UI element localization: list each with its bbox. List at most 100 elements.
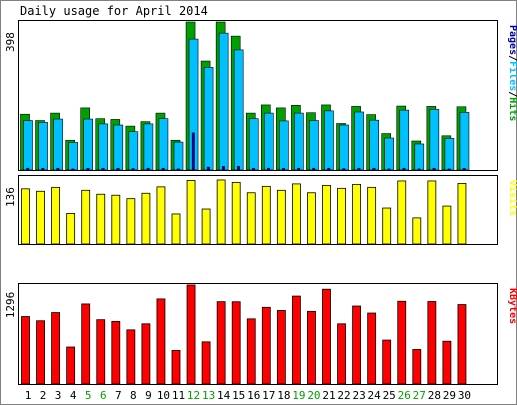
- day-label-7: 7: [115, 389, 122, 402]
- bar-pages-day-21: [327, 167, 331, 171]
- bar-visits-day-20: [307, 192, 316, 245]
- bar-visits-day-4: [66, 213, 76, 245]
- bar-pages-day-27: [417, 168, 421, 171]
- bar-kbytes-day-14: [216, 301, 226, 385]
- bar-kbytes-day-26: [397, 300, 407, 385]
- day-label-29: 29: [443, 389, 456, 402]
- bar-files-day-7: [113, 124, 124, 171]
- day-label-5: 5: [85, 389, 92, 402]
- bar-kbytes-day-23: [352, 305, 362, 385]
- bar-pages-day-11: [176, 168, 180, 171]
- day-label-11: 11: [172, 389, 185, 402]
- bar-files-day-18: [279, 120, 289, 171]
- day-label-8: 8: [130, 389, 137, 402]
- bar-files-day-25: [384, 137, 395, 171]
- day-axis-labels: 1 2 3 4 5 6 7 8 9 10 11 12 13 14 15 16 17 18 19 20 21 22 23 24 2…: [25, 389, 471, 402]
- legend: Pages/Files/Hits: [507, 25, 517, 121]
- bar-pages-day-18: [282, 167, 286, 171]
- bar-files-day-14: [218, 32, 229, 171]
- bar-pages-day-7: [116, 167, 120, 171]
- bar-pages-day-3: [56, 167, 60, 171]
- bar-files-day-21: [324, 110, 334, 171]
- bar-pages-day-29: [447, 168, 451, 171]
- bar-visits-day-19: [291, 183, 301, 245]
- bar-visits-day-16: [246, 192, 256, 245]
- bar-kbytes-day-11: [171, 349, 181, 385]
- bar-visits-day-8: [126, 198, 136, 245]
- bar-files-day-19: [294, 112, 304, 171]
- day-label-17: 17: [262, 389, 275, 402]
- bar-kbytes-day-24: [367, 312, 377, 385]
- bar-kbytes-day-2: [36, 320, 45, 385]
- day-label-22: 22: [337, 389, 350, 402]
- bar-visits-day-23: [352, 183, 362, 245]
- day-label-26: 26: [398, 389, 411, 402]
- day-label-14: 14: [217, 389, 231, 402]
- day-label-13: 13: [202, 389, 215, 402]
- bar-pages-day-9: [146, 167, 150, 171]
- day-label-21: 21: [322, 389, 335, 402]
- bar-visits-day-12: [186, 180, 196, 245]
- bar-pages-day-23: [357, 167, 361, 171]
- bar-kbytes-day-6: [96, 319, 106, 385]
- day-label-30: 30: [458, 389, 471, 402]
- bar-files-day-1: [23, 120, 33, 171]
- bar-visits-day-2: [36, 190, 45, 245]
- bar-visits-day-26: [397, 180, 407, 245]
- bar-visits-day-1: [21, 188, 30, 245]
- bar-files-day-8: [128, 131, 139, 171]
- day-label-23: 23: [352, 389, 365, 402]
- bar-kbytes-day-28: [427, 301, 437, 385]
- bar-visits-day-27: [412, 217, 422, 245]
- bar-kbytes-day-17: [261, 306, 271, 385]
- day-label-10: 10: [157, 389, 170, 402]
- bar-files-day-26: [399, 109, 410, 171]
- bar-pages-day-1: [26, 167, 30, 171]
- bar-kbytes-day-10: [156, 298, 166, 385]
- bar-visits-day-30: [457, 183, 467, 245]
- bar-visits-day-18: [276, 189, 286, 245]
- bar-files-day-16: [248, 118, 259, 171]
- day-label-24: 24: [368, 389, 382, 402]
- bar-visits-day-25: [382, 207, 392, 245]
- y-max-label: 136: [4, 187, 17, 207]
- bar-pages-day-4: [71, 168, 75, 171]
- panel-frame: [18, 175, 498, 245]
- bar-pages-day-8: [131, 168, 135, 171]
- bar-files-day-5: [83, 118, 93, 171]
- bar-kbytes-day-22: [337, 323, 346, 385]
- bar-files-day-10: [158, 118, 169, 171]
- panel-visits: 136 Visits: [4, 175, 517, 245]
- day-label-19: 19: [292, 389, 305, 402]
- legend-entry: /: [507, 91, 517, 97]
- bar-pages-day-20: [312, 167, 316, 171]
- bar-kbytes-day-15: [231, 301, 241, 385]
- day-label-27: 27: [413, 389, 426, 402]
- bar-files-day-6: [98, 123, 109, 171]
- day-label-6: 6: [100, 389, 107, 402]
- legend-entry: Pages: [507, 25, 517, 55]
- bar-kbytes-day-19: [291, 295, 301, 385]
- bar-files-day-24: [369, 119, 379, 171]
- bar-pages-day-14: [221, 166, 225, 171]
- bar-kbytes-day-4: [66, 346, 76, 385]
- bar-kbytes-day-27: [412, 349, 422, 385]
- day-label-16: 16: [247, 389, 260, 402]
- bar-pages-day-16: [252, 167, 255, 171]
- panel-hits-files-pages: 398 Pages/Files/Hits: [4, 20, 517, 171]
- bar-files-day-29: [444, 138, 455, 171]
- day-label-18: 18: [277, 389, 290, 402]
- bar-pages-day-17: [267, 167, 270, 171]
- bar-visits-day-17: [261, 185, 271, 245]
- bar-kbytes-day-25: [382, 339, 392, 385]
- bar-kbytes-day-21: [322, 288, 331, 385]
- bar-pages-day-19: [297, 167, 301, 171]
- bar-kbytes-day-12: [186, 284, 196, 385]
- legend-entry: KBytes: [507, 288, 517, 324]
- bar-files-day-22: [339, 124, 349, 171]
- bar-files-day-20: [309, 120, 319, 171]
- day-label-12: 12: [187, 389, 200, 402]
- bar-files-day-3: [53, 118, 63, 171]
- bar-pages-day-22: [342, 168, 346, 171]
